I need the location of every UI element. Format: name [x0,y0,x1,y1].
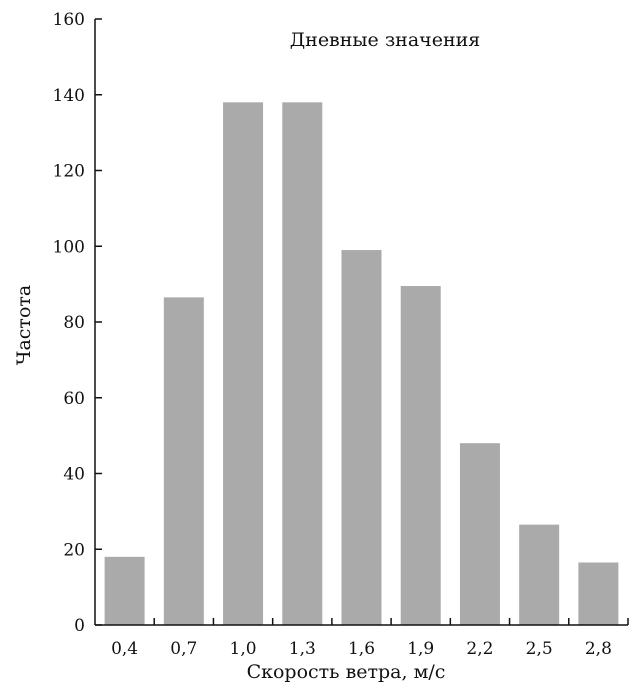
x-axis-title: Скорость ветра, м/с [247,661,446,683]
y-tick-label: 60 [63,389,85,409]
x-tick-label: 1,0 [230,639,257,659]
y-tick-label: 20 [63,540,85,560]
y-tick-label: 160 [53,10,85,30]
x-tick-label: 2,5 [526,639,553,659]
x-tick-label: 2,8 [585,639,612,659]
x-tick-label: 0,4 [111,639,138,659]
y-tick-label: 80 [63,313,85,333]
y-ticks: 0 20 40 60 80 100 120 140 160 [53,10,102,636]
x-tick-label: 1,3 [289,639,316,659]
y-tick-label: 120 [53,162,85,182]
bar-5 [341,250,382,625]
bar-4 [282,102,323,625]
bars [104,102,619,625]
x-tick-label: 1,9 [407,639,434,659]
y-axis-title: Частота [13,285,35,365]
bar-9 [578,562,619,625]
bar-2 [163,297,204,625]
x-tick-label: 0,7 [170,639,197,659]
y-tick-label: 40 [63,465,85,485]
bar-1 [104,556,145,625]
bar-6 [400,286,441,625]
chart-annotation: Дневные значения [290,29,481,51]
y-tick-label: 100 [53,237,85,257]
bar-3 [223,102,264,625]
bar-7 [459,443,500,625]
y-tick-label: 140 [53,86,85,106]
x-ticks: 0,4 0,7 1,0 1,3 1,6 1,9 2,2 2,5 2,8 [111,618,629,659]
bar-8 [519,524,560,625]
x-tick-label: 2,2 [466,639,493,659]
x-tick-label: 1,6 [348,639,375,659]
y-tick-label: 0 [74,616,85,636]
